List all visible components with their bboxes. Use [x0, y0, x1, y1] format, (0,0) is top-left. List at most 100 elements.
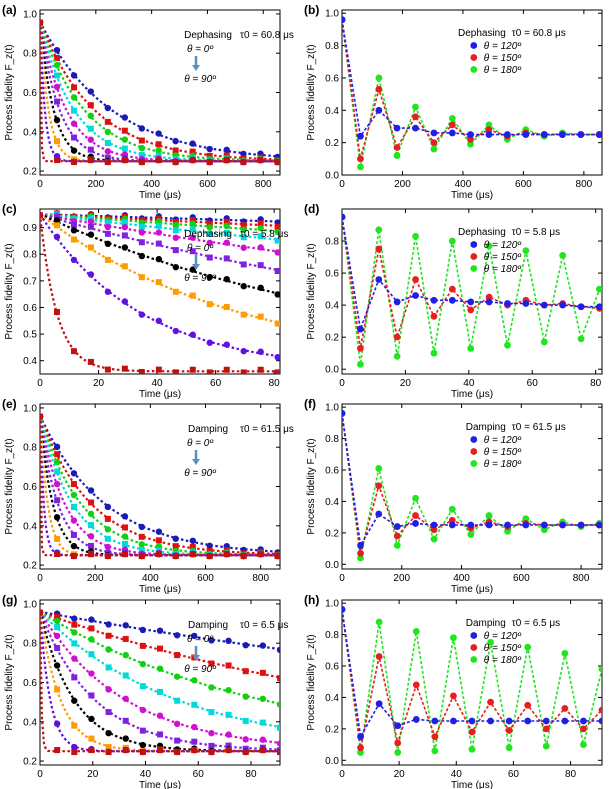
data-point	[138, 533, 145, 540]
data-point	[104, 543, 112, 551]
data-point	[139, 741, 147, 749]
data-point	[88, 625, 95, 632]
data-point	[223, 255, 230, 262]
data-point	[240, 311, 247, 318]
y-tick-label: 0.6	[325, 662, 339, 673]
x-tick-label: 600	[513, 573, 530, 584]
panel-d: (d) 0 20 40 60 80 0.0 0.2 0.4 0.6 0.8 Time (μs) Proc…	[304, 202, 603, 400]
data-point	[393, 333, 401, 341]
data-point	[40, 19, 43, 26]
data-point	[206, 230, 213, 237]
data-point	[448, 237, 456, 245]
annotation-theta-from: θ = 0º	[187, 634, 214, 645]
data-point	[375, 85, 383, 93]
data-point	[53, 458, 61, 466]
data-point	[105, 729, 112, 737]
data-point	[87, 136, 94, 143]
y-tick-label: 0.0	[325, 756, 339, 767]
annotation-tau: τ0 = 61.5 μs	[240, 424, 294, 435]
data-point	[104, 526, 112, 533]
x-axis-label: Time (μs)	[451, 584, 493, 595]
data-point	[122, 622, 129, 629]
data-point	[208, 637, 215, 644]
arrow-head-icon	[192, 65, 200, 71]
data-point	[522, 131, 530, 138]
data-point	[53, 308, 60, 315]
data-point	[412, 681, 420, 689]
data-point	[70, 553, 77, 560]
y-tick-label: 0.6	[23, 482, 37, 493]
y-tick-label: 1.0	[23, 599, 37, 610]
data-point	[375, 618, 383, 626]
data-point	[40, 212, 43, 219]
data-point	[172, 227, 179, 234]
data-point	[121, 219, 128, 226]
data-point	[189, 537, 197, 544]
annotation-channel: Damping	[466, 618, 506, 629]
data-point	[206, 220, 213, 227]
annotation-tau: τ0 = 60.8 μs	[512, 28, 566, 39]
x-tick-label: 600	[197, 573, 214, 584]
data-point	[87, 358, 94, 365]
data-point	[70, 470, 78, 477]
data-point	[540, 526, 548, 534]
panel-label: (f)	[304, 397, 316, 411]
data-point	[412, 232, 419, 240]
y-tick-label: 0.4	[23, 356, 37, 367]
data-point	[598, 706, 602, 714]
data-point	[189, 234, 196, 241]
data-point	[172, 263, 180, 271]
legend-label: θ = 180º	[484, 65, 523, 76]
data-point	[240, 159, 247, 166]
data-point	[342, 16, 346, 24]
data-point	[242, 717, 249, 724]
data-point	[522, 247, 530, 255]
data-point	[487, 698, 494, 706]
data-point	[155, 147, 162, 154]
data-point	[467, 298, 475, 306]
x-axis-label: Time (μs)	[139, 389, 181, 400]
data-point	[53, 632, 61, 640]
data-point	[122, 695, 129, 702]
data-point	[257, 366, 264, 373]
data-point	[87, 231, 95, 238]
data-point	[70, 120, 78, 127]
data-point	[240, 369, 247, 374]
data-point	[155, 551, 162, 558]
annotation-theta-to: θ = 90º	[184, 273, 217, 284]
data-point	[467, 136, 474, 143]
annotation-theta-from: θ = 0º	[187, 243, 214, 254]
fit-curve	[40, 21, 280, 161]
data-point	[522, 521, 530, 529]
data-point	[157, 645, 163, 652]
data-point	[277, 749, 280, 756]
x-tick-label: 60	[193, 769, 205, 780]
data-point	[485, 293, 493, 301]
x-tick-label: 80	[269, 378, 281, 389]
y-tick-label: 0.4	[23, 717, 37, 728]
y-tick-label: 0.6	[23, 88, 37, 99]
data-point	[393, 124, 401, 132]
data-point	[174, 697, 181, 704]
data-point	[559, 252, 567, 259]
data-point	[105, 664, 112, 671]
data-point	[375, 653, 383, 660]
y-tick-label: 0.6	[23, 303, 37, 314]
data-point	[138, 229, 146, 236]
data-point	[357, 542, 364, 549]
data-point	[375, 226, 383, 234]
series-line	[342, 609, 602, 748]
data-point	[40, 413, 43, 420]
data-point	[54, 72, 61, 79]
x-tick-label: 60	[210, 378, 222, 389]
data-point	[157, 747, 163, 754]
data-point	[450, 692, 457, 700]
x-tick-label: 60	[508, 769, 520, 780]
data-point	[139, 727, 146, 734]
data-point	[138, 553, 145, 560]
data-point	[104, 515, 111, 522]
data-point	[412, 716, 420, 723]
data-point	[598, 717, 602, 725]
legend-label: θ = 150º	[484, 643, 523, 654]
x-tick-label: 80	[245, 769, 257, 780]
